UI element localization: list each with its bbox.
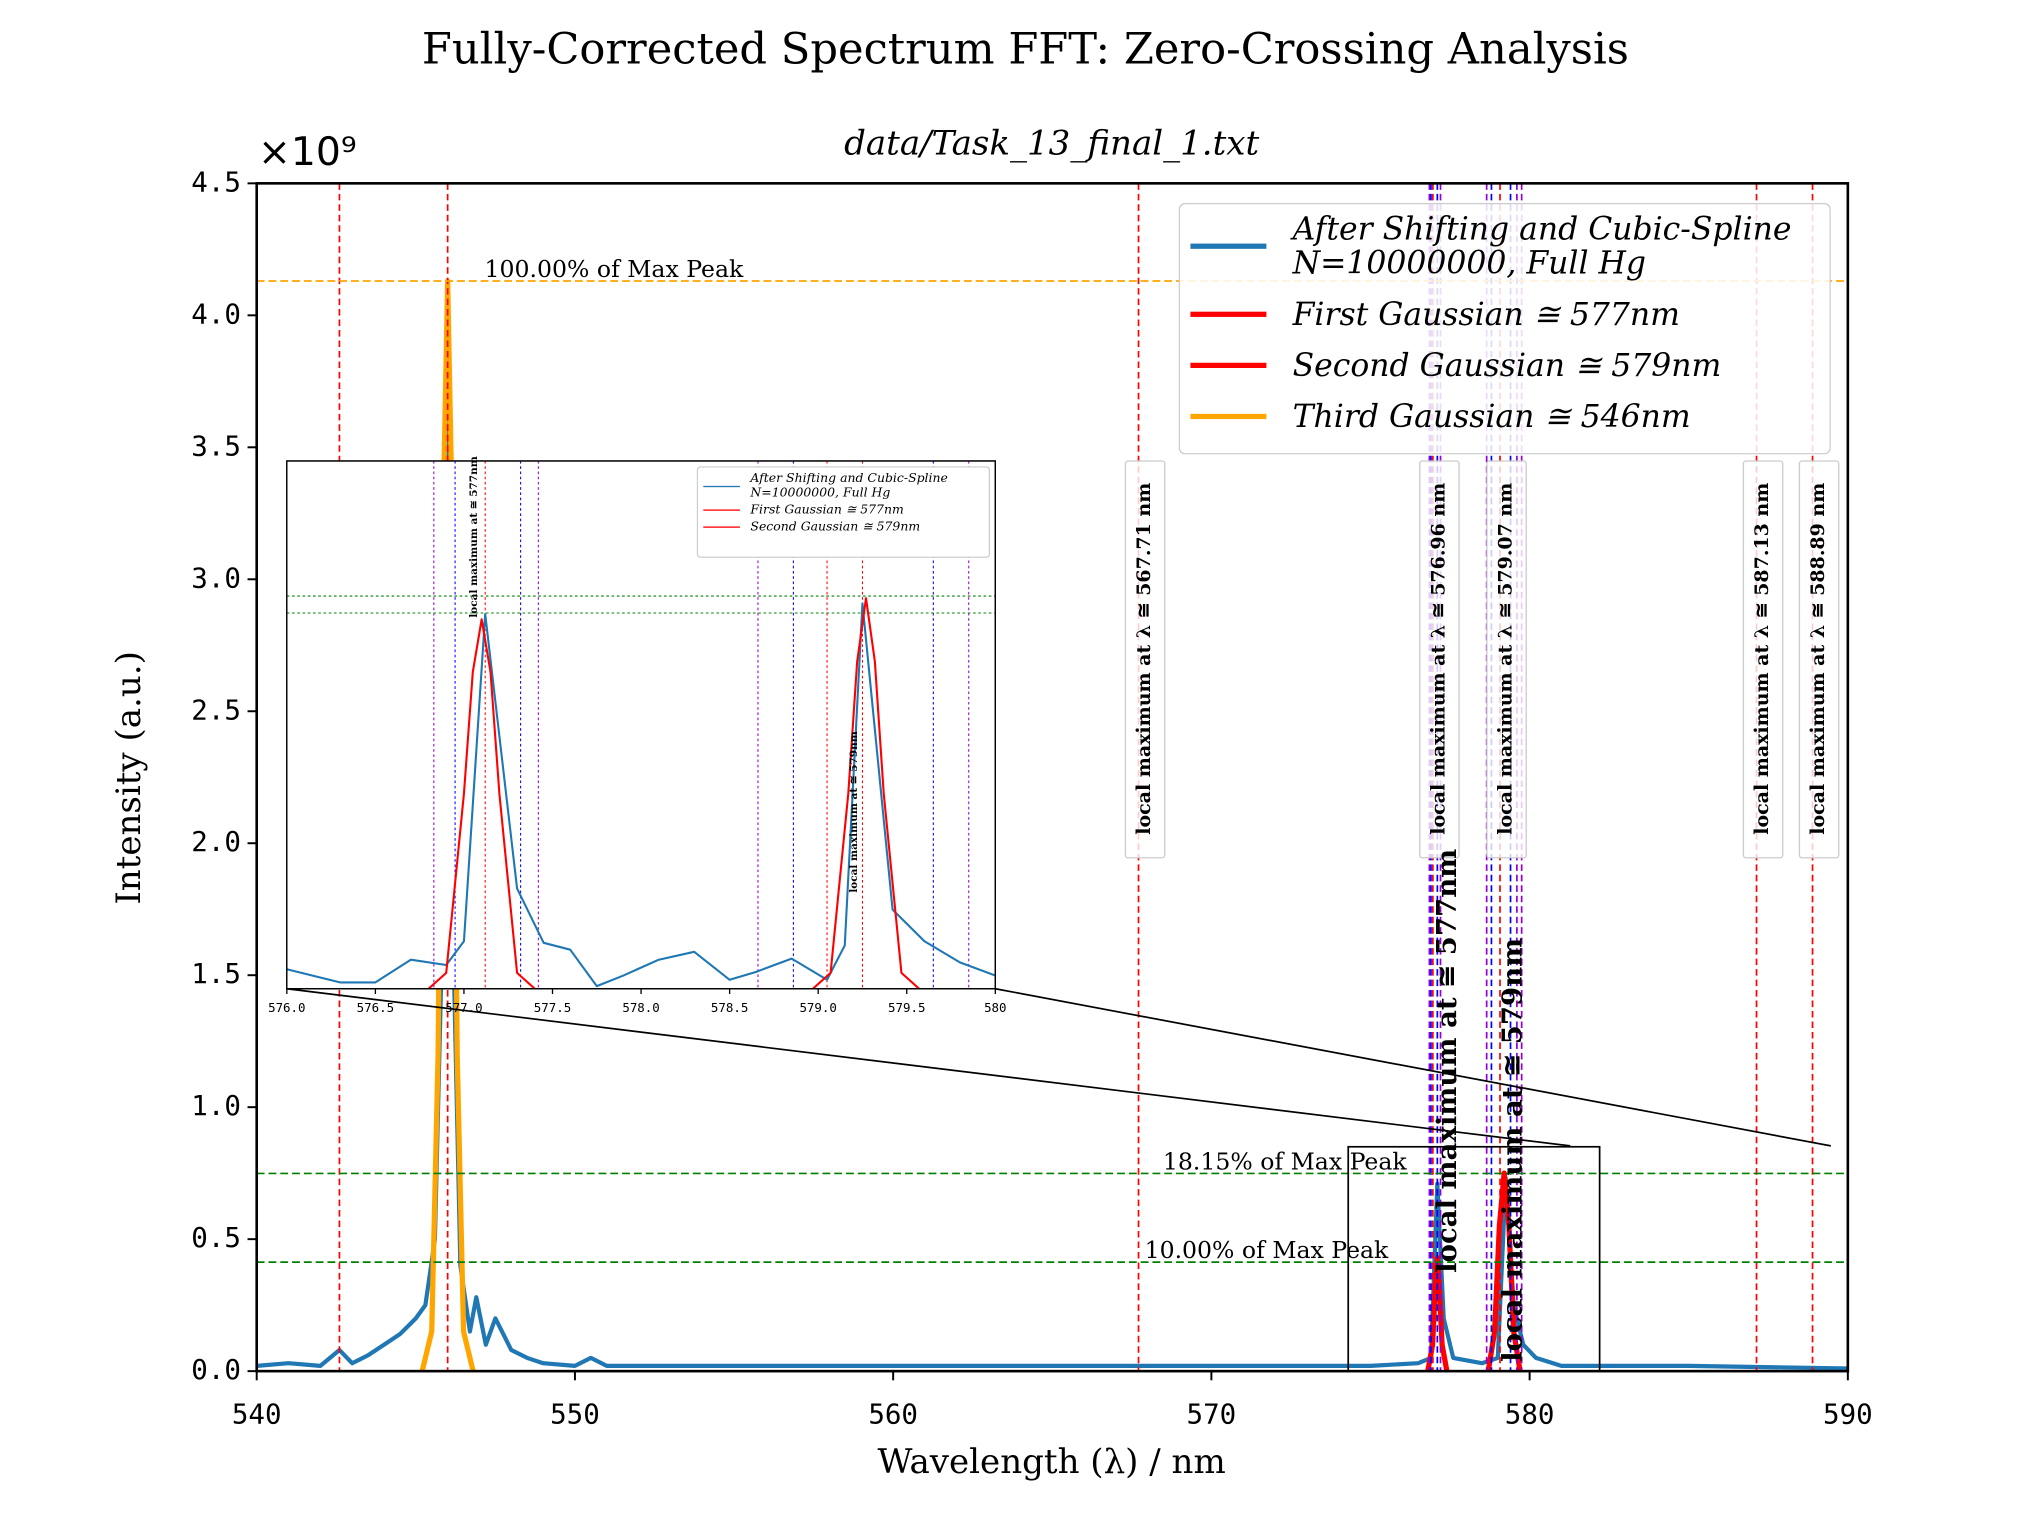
series-line	[427, 618, 536, 989]
axes: 540 550 560 570 580 590 0.0 0.5 1.0 1.5 2.0 2.5 3.0 3…	[191, 166, 1872, 1430]
peak-label-box	[1798, 460, 1840, 859]
y-tick-label: 0.5	[191, 1222, 241, 1254]
series-line	[812, 597, 920, 989]
legend-entry: Second Gaussian ≅ 579nm	[1190, 348, 1819, 382]
legend: After Shifting and Cubic-Spline N=100000…	[1178, 202, 1831, 455]
peak-label: local maximum at λ ≅ 588.89 nm	[1807, 483, 1829, 835]
x-tick-label: 580	[1505, 1399, 1555, 1431]
connector	[995, 987, 1831, 1147]
axes-frame	[255, 182, 1850, 1373]
legend-entry: Third Gaussian ≅ 546nm	[1190, 399, 1819, 433]
legend-swatch	[1190, 413, 1267, 420]
inset-x-tick-label: 578.0	[622, 1000, 659, 1015]
peak-label: local maximum at λ ≅ 576.96 nm	[1427, 483, 1449, 835]
y-tick-label: 1.0	[191, 1090, 241, 1122]
horizontal-line-label: 18.15% of Max Peak	[1163, 1147, 1407, 1175]
y-tick-label: 2.0	[191, 826, 241, 858]
y-tick-label: 4.0	[191, 298, 241, 330]
peak-label-box	[1486, 460, 1527, 859]
peak-label: local maximum at λ ≅ 579.07 nm	[1495, 483, 1517, 835]
y-tick-label: 0.0	[191, 1354, 241, 1386]
x-axis-label: Wavelength (λ) / nm	[878, 1442, 1226, 1482]
inset-x-tick-label: 579.5	[888, 1000, 925, 1015]
y-tick-label: 4.5	[191, 166, 241, 198]
inset-frame	[286, 460, 996, 990]
legend-swatch	[1190, 362, 1267, 368]
x-tick-label: 590	[1823, 1399, 1873, 1431]
legend-swatch	[703, 509, 740, 511]
legend-box: After Shifting and Cubic-Spline N=100000…	[1178, 202, 1831, 455]
legend-swatch	[1190, 243, 1267, 249]
legend-label: First Gaussian ≅ 577nm	[1292, 295, 1680, 333]
y-tick-label: 3.5	[191, 430, 241, 462]
chart-title: Fully-Corrected Spectrum FFT: Zero-Cross…	[422, 24, 1629, 74]
offset-text: ×10⁹	[258, 130, 357, 175]
x-tick-label: 550	[550, 1399, 600, 1431]
inset-axes: 576.0 576.5 577.0 577.5 578.0 578.5 579.0 579.5…	[268, 456, 1006, 1015]
peak-label-box	[1419, 460, 1460, 859]
peak-label: local maximum at λ ≅ 587.13 nm	[1751, 483, 1773, 835]
y-tick-label: 2.5	[191, 694, 241, 726]
y-axis-label: Intensity (a.u.)	[109, 651, 149, 905]
legend-entry: After Shifting and Cubic-Spline N=100000…	[703, 471, 983, 500]
legend-entry: After Shifting and Cubic-Spline N=100000…	[1190, 212, 1819, 280]
legend-swatch	[1190, 311, 1267, 317]
legend-entry: First Gaussian ≅ 577nm	[703, 503, 983, 517]
inset-x-tick-label: 576.0	[268, 1000, 305, 1015]
horizontal-line-label: 100.00% of Max Peak	[485, 255, 744, 283]
x-tick-label: 560	[868, 1399, 918, 1431]
inset-legend: After Shifting and Cubic-Spline N=100000…	[696, 466, 991, 558]
inset-x-tick-label: 577.5	[534, 1000, 571, 1015]
inset-x-tick-label: 578.5	[711, 1000, 748, 1015]
y-tick-label: 1.5	[191, 958, 241, 990]
legend-entry: Second Gaussian ≅ 579nm	[703, 520, 983, 534]
legend-label: Second Gaussian ≅ 579nm	[1292, 347, 1722, 384]
inset-x-tick-label: 577.0	[445, 1000, 482, 1015]
connector	[286, 987, 1571, 1147]
chart-subtitle: data/Task_13_final_1.txt	[844, 123, 1259, 163]
inset-plot	[286, 460, 996, 989]
x-tick-label: 540	[232, 1399, 282, 1431]
series-line	[1485, 1170, 1523, 1372]
legend-label: After Shifting and Cubic-Spline N=100000…	[1292, 210, 1792, 282]
series-line	[256, 278, 1848, 1371]
legend-label: Third Gaussian ≅ 546nm	[1292, 398, 1691, 435]
legend-label: After Shifting and Cubic-Spline N=100000…	[750, 471, 948, 501]
inset-x-tick-label: 576.5	[357, 1000, 394, 1015]
series-line	[286, 602, 996, 988]
annotation: local maximum at ≅ 579nm	[1496, 938, 1528, 1362]
inset-annotation: local maximum at ≅ 579nm	[848, 731, 860, 892]
legend-swatch	[703, 485, 740, 487]
inset-x-tick-label: 580	[984, 1000, 1006, 1015]
annotation: local maximum at ≅ 577nm	[1431, 849, 1463, 1273]
peak-label-box	[1742, 460, 1784, 859]
peak-label: local maximum at λ ≅ 567.71 nm	[1133, 483, 1155, 835]
inset-x-tick-label: 579.0	[799, 1000, 836, 1015]
inset-annotation: local maximum at ≅ 577nm	[468, 456, 480, 617]
peak-label-box	[1124, 460, 1166, 859]
legend-label: First Gaussian ≅ 577nm	[750, 502, 904, 518]
legend-label: Second Gaussian ≅ 579nm	[750, 519, 921, 535]
x-tick-label: 570	[1187, 1399, 1237, 1431]
legend-swatch	[703, 526, 740, 528]
legend-entry: First Gaussian ≅ 577nm	[1190, 297, 1819, 331]
inset-legend-box: After Shifting and Cubic-Spline N=100000…	[696, 466, 991, 558]
y-tick-label: 3.0	[191, 562, 241, 594]
overlay: local maximum at λ ≅ 567.71 nm local maxi…	[485, 255, 1840, 1372]
horizontal-line-label: 10.00% of Max Peak	[1145, 1236, 1389, 1264]
